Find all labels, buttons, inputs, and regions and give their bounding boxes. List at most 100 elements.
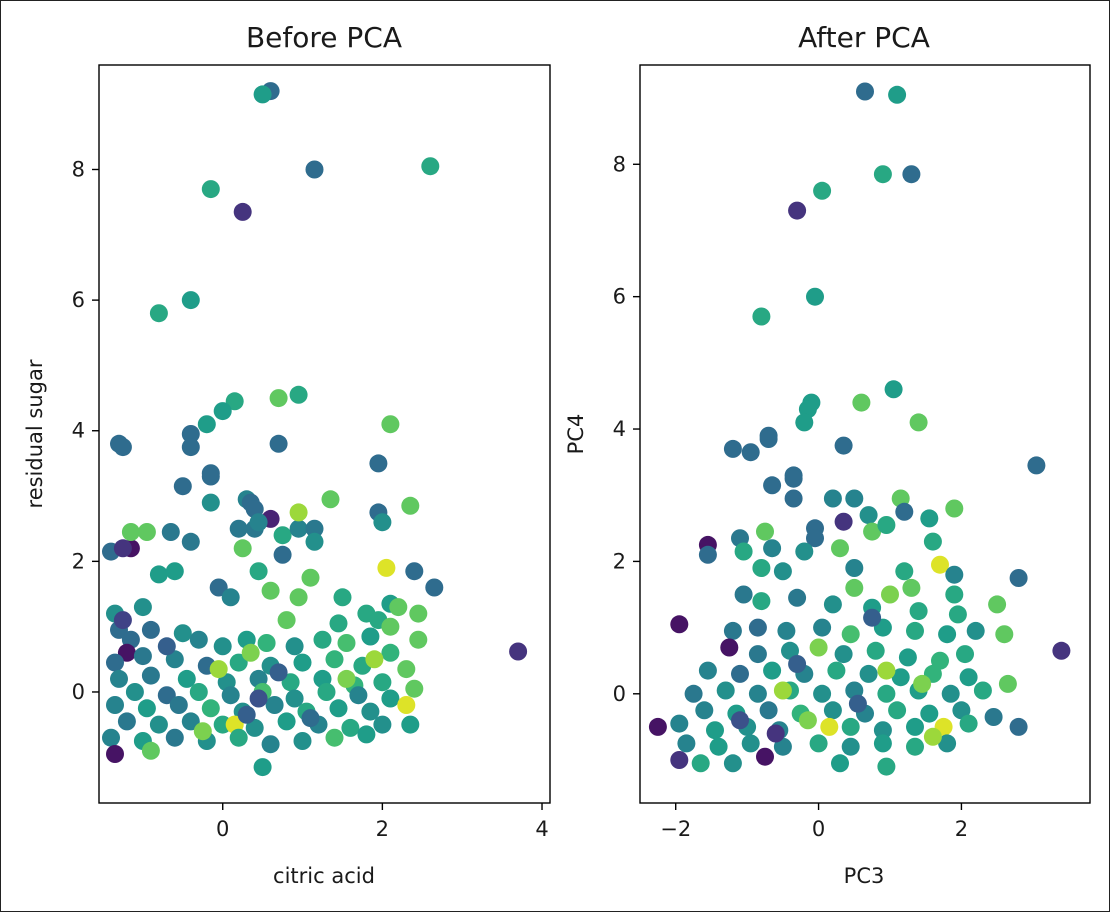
scatter-point [397, 696, 416, 714]
scatter-point [189, 630, 208, 649]
scatter-point [113, 438, 132, 457]
scatter-point [181, 425, 200, 443]
scatter-point [269, 389, 288, 408]
scatter-point [261, 581, 280, 600]
scatter-point [984, 708, 1003, 726]
scatter-point [341, 718, 360, 737]
scatter-point [181, 712, 200, 731]
y-tick-label: 0 [72, 680, 85, 704]
scatter-point [277, 712, 296, 731]
scatter-point [289, 385, 308, 404]
scatter-point [169, 696, 188, 714]
scatter-point [756, 522, 774, 541]
scatter-point [888, 85, 907, 104]
scatter-point [823, 489, 842, 508]
scatter-point [409, 604, 428, 623]
x-tick-label: 2 [955, 817, 968, 841]
scatter-point [731, 711, 749, 730]
scatter-point [884, 380, 903, 399]
scatter-point [269, 663, 288, 682]
scatter-point [293, 732, 312, 750]
scatter-point [181, 438, 200, 457]
y-tick-label: 8 [72, 157, 85, 181]
scatter-point [813, 181, 832, 200]
scatter-point [648, 717, 667, 736]
scatter-point [841, 737, 860, 756]
scatter-point [1009, 717, 1028, 736]
scatter-point [834, 436, 853, 455]
scatter-point [845, 578, 864, 597]
scatter-point [809, 638, 828, 657]
scatter-point [389, 598, 408, 617]
scatter-point [773, 737, 792, 756]
scatter-point [305, 160, 324, 179]
scatter-point [313, 630, 332, 649]
scatter-point [301, 709, 320, 728]
scatter-point [766, 724, 785, 743]
scatter-point [798, 711, 817, 730]
scatter-point [229, 653, 248, 672]
scatter-point [325, 650, 344, 669]
scatter-point [149, 304, 168, 323]
scatter-point [281, 673, 300, 692]
scatter-point [748, 645, 767, 664]
subplot-after-pca: After PCA −2 0 2 0 2 4 6 8 PC3 PC4 [564, 21, 1091, 888]
scatter-point [373, 673, 392, 692]
scatter-point [113, 611, 132, 630]
scatter-point [197, 415, 216, 434]
scatter-point [133, 598, 152, 617]
scatter-point [877, 516, 896, 534]
scatter-points-layer [102, 82, 528, 777]
scatter-point [421, 157, 440, 176]
scatter-point [881, 585, 899, 604]
scatter-point [329, 614, 348, 633]
scatter-point [381, 415, 400, 434]
scatter-point [102, 728, 120, 747]
scatter-point [181, 291, 200, 310]
scatter-point [173, 477, 192, 496]
scatter-point [141, 741, 160, 760]
scatter-point [265, 696, 284, 714]
scatter-point [831, 539, 849, 558]
scatter-point [823, 701, 842, 720]
scatter-point [998, 674, 1017, 693]
scatter-point [834, 645, 853, 664]
scatter-point [763, 661, 782, 680]
scatter-point [285, 637, 304, 656]
scatter-point [823, 595, 842, 614]
scatter-point [329, 699, 348, 718]
scatter-point [763, 476, 782, 495]
scatter-point [289, 519, 308, 538]
scatter-point [945, 499, 964, 518]
scatter-point [923, 727, 942, 746]
scatter-point [891, 668, 910, 687]
scatter-point [285, 689, 304, 708]
axis-ticks: 0 2 4 0 2 4 6 8 [72, 157, 549, 841]
y-tick-label: 8 [613, 152, 626, 176]
scatter-point [920, 509, 939, 528]
scatter-point [1009, 569, 1028, 587]
scatter-point [325, 728, 344, 747]
scatter-point [877, 661, 896, 680]
scatter-point [841, 625, 860, 644]
x-axis-label: PC3 [844, 864, 885, 888]
y-tick-label: 4 [72, 419, 85, 443]
x-tick-label: 4 [535, 817, 548, 841]
scatter-point [723, 439, 742, 458]
scatter-point [305, 519, 324, 538]
scatter-point [966, 621, 985, 640]
scatter-point [113, 539, 132, 558]
scatter-point [201, 180, 220, 199]
scatter-point [806, 529, 824, 548]
scatter-point [401, 715, 420, 734]
scatter-point [752, 307, 771, 326]
scatter-point [245, 718, 264, 737]
scatter-point [931, 555, 949, 574]
scatter-point [909, 602, 928, 621]
x-tick-label: 0 [812, 817, 825, 841]
scatter-point [321, 490, 340, 509]
scatter-point [756, 747, 774, 766]
scatter-point [788, 201, 807, 220]
scatter-point [752, 559, 771, 577]
scatter-point [827, 661, 846, 680]
